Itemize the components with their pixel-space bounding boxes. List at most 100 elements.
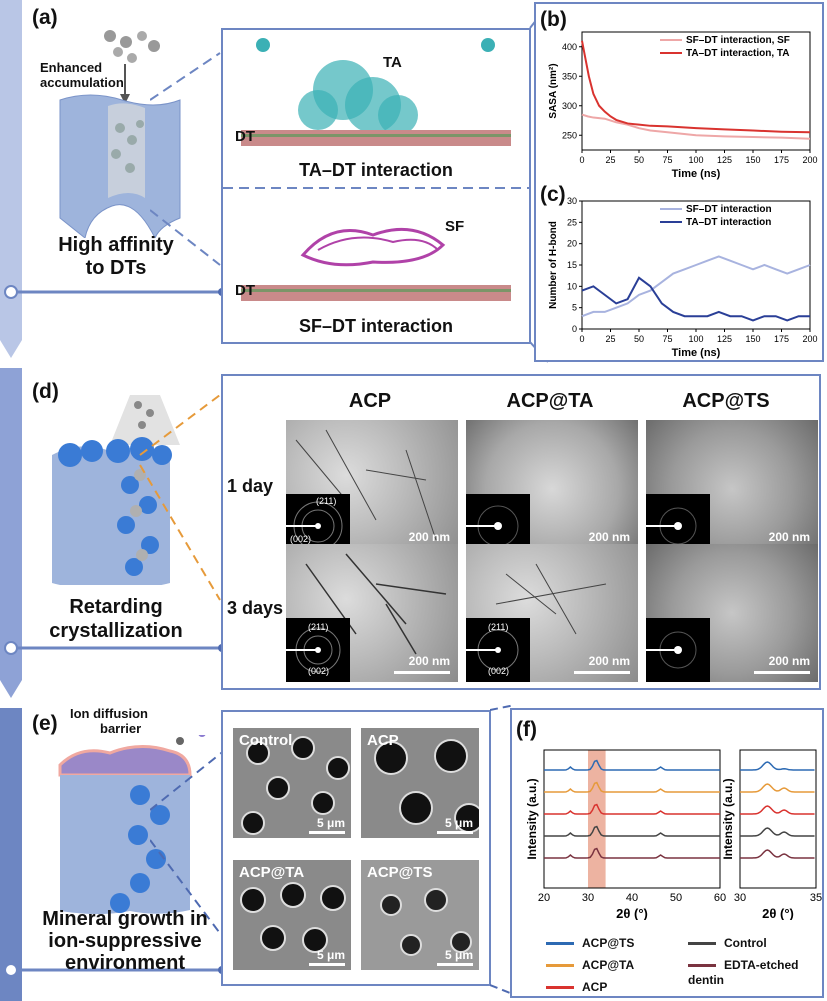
y-tick-label: 0 <box>572 324 577 334</box>
x-tick-label: 150 <box>745 155 760 165</box>
x-tick-label: 60 <box>714 892 726 904</box>
sem-scale-bar <box>437 831 473 834</box>
saed-inset: (211) (002) <box>466 618 530 682</box>
plot-frame <box>543 749 721 889</box>
sem-label-acp-ts: ACP@TS <box>367 864 433 881</box>
x-axis-label: 2θ (°) <box>616 906 648 920</box>
y-tick-label: 25 <box>567 217 577 227</box>
xrd-trace <box>740 827 815 837</box>
scale-label: 200 nm <box>768 530 810 544</box>
dt-label-bottom: DT <box>235 282 255 299</box>
saed-label-211: (211) <box>488 622 509 632</box>
ta-dt-interaction-label: TA–DT interaction <box>299 160 453 180</box>
legend-swatch <box>546 986 574 990</box>
col-head-acp: ACP <box>348 390 392 412</box>
dashed-connectors-f <box>490 704 516 996</box>
legend-label: SF–DT interaction, SF <box>686 35 790 46</box>
legend-edta: EDTA-etched dentin <box>688 958 818 988</box>
y-tick-label: 250 <box>562 130 577 140</box>
saed-label-211: (211) <box>316 496 337 506</box>
series-line <box>581 276 810 322</box>
xrd-chart: 20 30 40 50 60 30 35 2θ (°) 2θ (°) Intensity (a.u… <box>525 749 822 920</box>
legend-swatch <box>546 942 574 946</box>
scale-bar <box>394 671 450 674</box>
tem-box: ACP ACP@TA ACP@TS 1 day 3 days (211) (00… <box>221 374 821 690</box>
sem-acp-ta: ACP@TA 5 μm <box>233 860 351 970</box>
xrd-trace <box>544 781 720 793</box>
xrd-trace <box>544 825 720 837</box>
sem-scale-label: 5 μm <box>316 948 345 962</box>
panel-label-c: (c) <box>540 183 566 206</box>
tem-acp-ta-3days: (211) (002) 200 nm <box>466 544 638 682</box>
sidebar-arrows <box>0 0 30 1001</box>
panel-label-f: (f) <box>516 718 537 741</box>
series-line <box>581 255 811 318</box>
legend-swatch <box>688 964 716 968</box>
x-axis-label: Time (ns) <box>672 347 721 359</box>
legend-swatch <box>546 964 574 968</box>
x-tick-label: 125 <box>717 155 732 165</box>
x-axis-label: Time (ns) <box>672 168 721 180</box>
tem-acp-ta-1day: 200 nm <box>466 420 638 558</box>
tem-acp-3days: (211) (002) 200 nm <box>286 544 458 682</box>
caption-d-line1: Retarding <box>69 596 163 618</box>
sem-scale-bar <box>437 963 473 966</box>
legend-acp-ts: ACP@TS <box>546 936 634 950</box>
x-tick-label: 50 <box>670 892 682 904</box>
panel-label-b: (b) <box>540 8 567 31</box>
y-tick-label: 15 <box>567 260 577 270</box>
scale-label: 200 nm <box>588 654 630 668</box>
y-tick-label: 400 <box>562 42 577 52</box>
ion-barrier-line1: Ion diffusion <box>70 706 148 721</box>
x-tick-label: 20 <box>538 892 550 904</box>
sem-label-acp: ACP <box>367 732 399 749</box>
dt-label-top: DT <box>235 128 255 145</box>
sf-label: SF <box>445 218 465 235</box>
sem-scale-label: 5 μm <box>444 816 473 830</box>
y-tick-label: 300 <box>562 101 577 111</box>
x-tick-label: 25 <box>605 155 615 165</box>
x-tick-label: 30 <box>734 892 746 904</box>
x-tick-label: 100 <box>688 155 703 165</box>
saed-label-002: (002) <box>488 666 510 676</box>
highlight-band <box>588 750 606 888</box>
xrd-trace <box>544 803 720 815</box>
x-tick-label: 50 <box>634 334 644 344</box>
y-axis-label: SASA (nm²) <box>548 63 559 118</box>
plot-frame <box>739 749 817 889</box>
y-axis-label: Intensity (a.u.) <box>525 778 539 859</box>
scale-bar <box>754 671 810 674</box>
x-tick-label: 150 <box>745 334 760 344</box>
xrd-trace <box>740 849 815 859</box>
y-tick-label: 10 <box>567 281 577 291</box>
x-tick-label: 125 <box>717 334 732 344</box>
tooth-illustration-d <box>52 395 180 585</box>
legend-label: ACP <box>582 980 608 994</box>
sem-acp: ACP 5 μm <box>361 728 479 838</box>
sem-acp-ts: ACP@TS 5 μm <box>361 860 479 970</box>
x-tick-label: 200 <box>802 334 817 344</box>
hbond-chart: 0 25 50 75 100 125 150 175 200 0 5 10 15 20 25 30 Time (… <box>548 196 818 359</box>
sem-scale-label: 5 μm <box>316 816 345 830</box>
legend-label: EDTA-etched dentin <box>688 958 799 987</box>
xrd-trace <box>740 761 815 771</box>
tooth-illustration-a <box>59 30 181 238</box>
ion-barrier-line2: barrier <box>100 721 142 736</box>
legend-acp-ta: ACP@TA <box>546 958 634 972</box>
sem-scale-label: 5 μm <box>444 948 473 962</box>
saed-inset <box>646 618 710 682</box>
dashed-connectors-d <box>139 395 221 601</box>
y-axis-label: Number of H-bond <box>548 221 559 309</box>
panel-label-a: (a) <box>32 6 58 29</box>
y-tick-label: 20 <box>567 239 577 249</box>
legend-acp: ACP <box>546 980 607 994</box>
sasa-chart: 0 25 50 75 100 125 150 175 200 250 300 350 400 Time (… <box>548 31 818 180</box>
series-line <box>581 113 811 140</box>
x-axis-label: 2θ (°) <box>762 906 794 920</box>
caption-d-line2: crystallization <box>49 620 183 642</box>
sem-scale-bar <box>309 963 345 966</box>
saed-label-002: (002) <box>308 666 330 676</box>
col-head-acp-ts: ACP@TS <box>682 390 770 412</box>
md-simulation-box: TA DT TA–DT interaction SF DT SF–DT inte… <box>221 28 531 344</box>
y-tick-label: 30 <box>567 196 577 206</box>
